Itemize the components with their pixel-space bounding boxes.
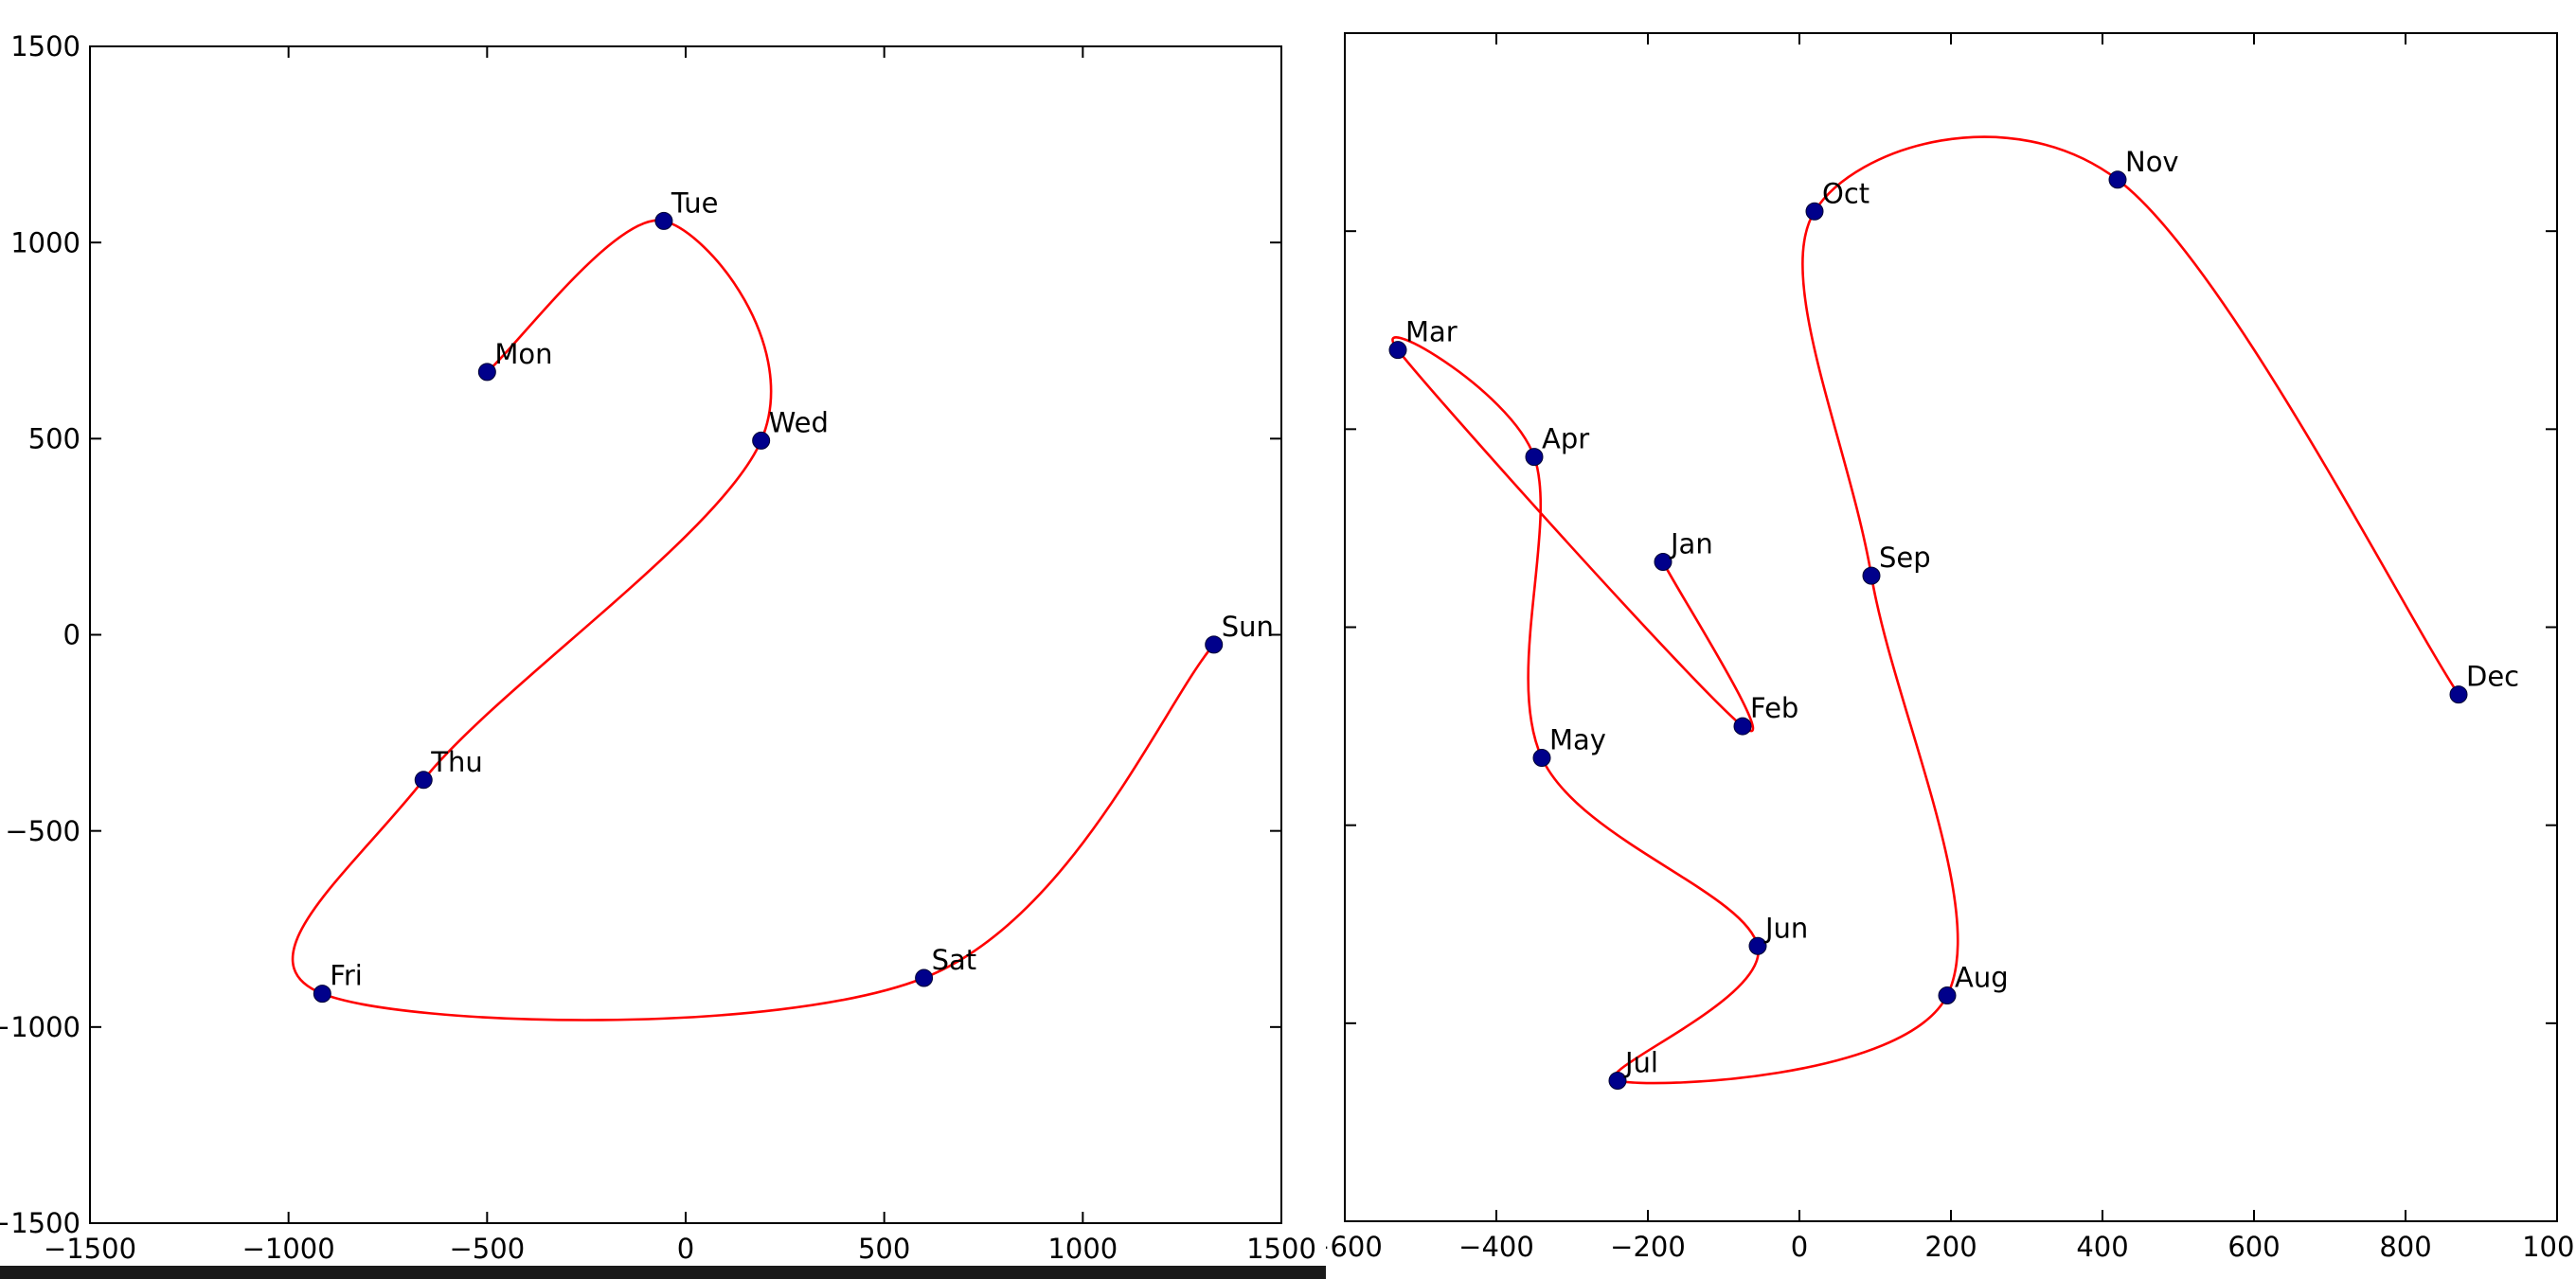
y-tick-label: 500 [28,422,80,454]
x-tick-label: −1000 [242,1233,335,1265]
data-point-label: Sep [1879,542,1931,574]
x-tick-label: 1500 [1246,1233,1316,1265]
data-point-marker [1532,749,1551,768]
trajectory-line [1391,135,2460,1085]
data-point-marker [1654,552,1673,571]
x-tick-label: −1500 [44,1233,136,1265]
data-point-label: Sun [1222,611,1274,643]
data-point-marker [1525,448,1544,467]
x-tick-label: 600 [2227,1231,2280,1263]
data-point-label: Jul [1623,1046,1658,1078]
days-plot: −1500 −1000 −500 0 500 1000 1500 −1500 −1000 −500… [0,30,1316,1265]
x-tick-label: 0 [677,1233,694,1265]
data-point-label: Jan [1669,527,1713,560]
data-point-marker [2449,685,2468,704]
data-point-marker [1608,1071,1627,1090]
x-tick-label: −200 [1610,1231,1686,1263]
data-point-marker [915,968,934,987]
data-point-label: Mar [1405,316,1458,348]
x-tick-label: 800 [2379,1231,2431,1263]
data-point-label: Feb [1750,692,1798,724]
data-point-label: Mon [494,338,552,370]
data-point-marker [1805,202,1824,221]
data-point-marker [752,431,771,450]
window-edge-bar [0,1266,1326,1279]
days-figure: −1500 −1000 −500 0 500 1000 1500 −1500 −1000 −500… [0,30,1316,1265]
data-point-marker [1938,986,1957,1005]
data-point-label: Oct [1822,177,1869,209]
data-point-marker [1388,341,1407,360]
data-point-label: Wed [769,406,829,438]
data-point-marker [1748,936,1767,955]
x-tick-label: 1000 [1047,1233,1118,1265]
data-point-marker [414,771,433,790]
data-point-label: May [1549,724,1606,756]
x-tick-label: 0 [1791,1231,1808,1263]
x-tick-label: 200 [1924,1231,1977,1263]
months-plot: −600 −400 −200 0 200 400 600 800 1000 Jan Feb Mar Ap… [1326,32,2576,1263]
data-point-marker [1733,717,1752,736]
y-tick-label: 0 [63,619,80,651]
x-tick-label: 1000 [2522,1231,2576,1263]
data-point-marker [2108,170,2127,189]
data-point-label: Dec [2466,661,2519,693]
data-point-marker [654,211,673,230]
data-point-label: Nov [2125,146,2179,178]
data-point-label: Jun [1763,912,1808,944]
x-tick-label: 400 [2076,1231,2128,1263]
x-tick-label: 500 [858,1233,910,1265]
data-point-label: Aug [1955,962,2009,994]
data-point-label: Apr [1542,423,1589,455]
y-tick-label: 1500 [10,30,80,62]
x-tick-label: −400 [1458,1231,1534,1263]
data-point-label: Sat [932,944,977,976]
y-tick-label: 1000 [10,226,80,258]
data-point-label: Tue [671,187,719,219]
data-point-marker [477,363,496,382]
data-point-label: Fri [330,960,363,992]
data-point-marker [1862,566,1881,585]
x-tick-label: −500 [450,1233,526,1265]
y-tick-label: −500 [5,815,80,847]
trajectory-line [291,219,1215,1021]
y-tick-label: −1500 [0,1207,80,1239]
data-point-label: Thu [430,746,482,778]
months-figure: −600 −400 −200 0 200 400 600 800 1000 Jan Feb Mar Ap… [1326,0,2576,1279]
data-point-marker [1205,635,1224,654]
data-point-marker [313,985,331,1004]
axes-frame [89,45,1282,1224]
axes-frame [1344,32,2558,1222]
y-tick-label: −1000 [0,1011,80,1043]
x-tick-label: −600 [1326,1231,1383,1263]
